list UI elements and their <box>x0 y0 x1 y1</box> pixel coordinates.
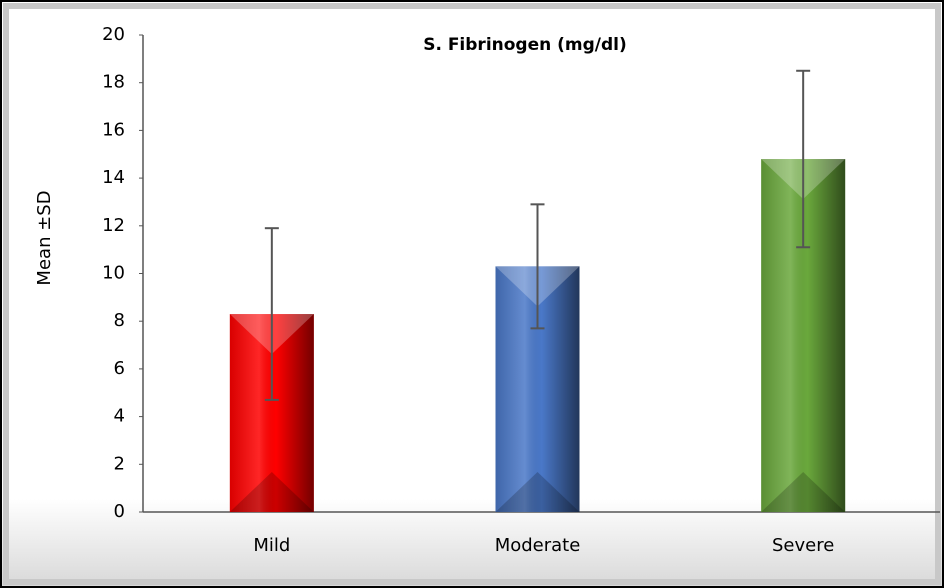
error-bar <box>796 69 811 249</box>
y-tick-label: 6 <box>114 358 125 379</box>
x-tick-label: Mild <box>253 535 290 556</box>
chart-title: S. Fibrinogen (mg/dl) <box>423 35 627 55</box>
frame-bevel <box>3 3 941 585</box>
y-tick-label: 12 <box>102 215 125 236</box>
error-bar <box>530 203 545 330</box>
y-tick-label: 8 <box>114 310 125 331</box>
y-tick-label: 16 <box>102 119 125 140</box>
y-tick-label: 20 <box>102 24 125 45</box>
y-tick-label: 0 <box>114 501 125 522</box>
y-tick-label: 4 <box>114 406 125 427</box>
y-tick-label: 18 <box>102 72 125 93</box>
bar-bevel <box>229 472 314 512</box>
error-bar <box>264 227 279 401</box>
y-tick-label: 2 <box>114 453 125 474</box>
x-tick-label: Severe <box>772 535 834 556</box>
y-axis-label: Mean ±SD <box>34 190 55 285</box>
y-tick-label: 14 <box>102 167 125 188</box>
bar-bevel <box>761 472 846 512</box>
y-tick-label: 10 <box>102 263 125 284</box>
bar-bevel <box>495 472 580 512</box>
x-tick-label: Moderate <box>495 535 581 556</box>
